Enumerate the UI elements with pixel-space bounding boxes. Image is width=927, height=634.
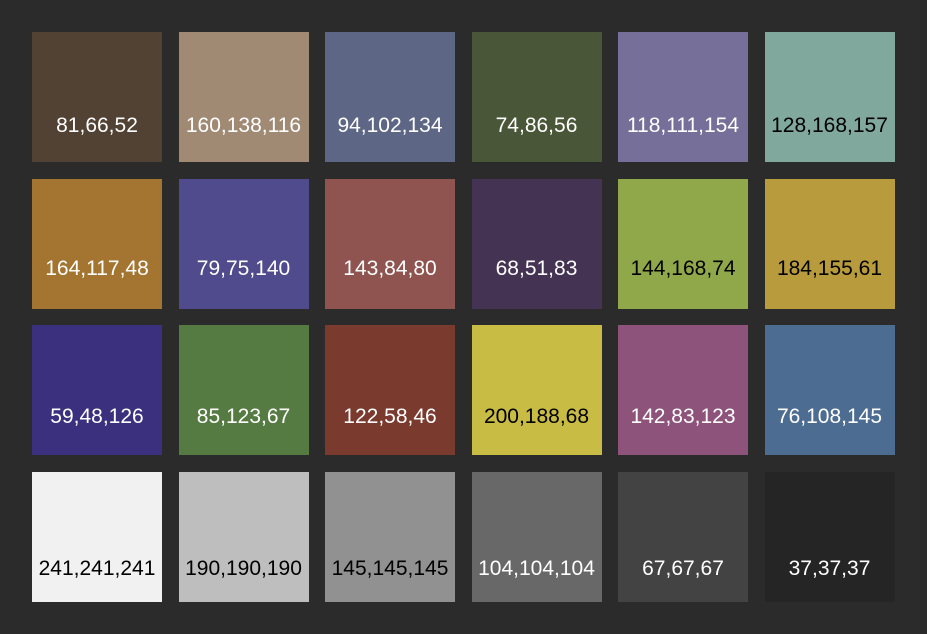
color-swatch: 144,168,74	[618, 178, 748, 309]
swatch-rgb-label: 74,86,56	[495, 114, 578, 137]
swatch-rgb-label: 145,145,145	[331, 556, 449, 580]
color-swatch: 85,123,67	[178, 325, 309, 455]
color-swatch: 76,108,145	[764, 325, 895, 455]
color-swatch: 160,138,116	[178, 32, 309, 162]
swatch-rgb-label: 85,123,67	[196, 405, 291, 428]
color-swatch: 200,188,68	[471, 325, 602, 455]
color-swatch: 68,51,83	[471, 178, 602, 309]
swatch-rgb-label: 142,83,123	[630, 405, 736, 428]
color-checker-grid: 81,66,52 160,138,116 94,102,134 74,86,56 118…	[32, 32, 895, 602]
swatch-rgb-label: 79,75,140	[196, 256, 291, 280]
color-swatch: 190,190,190	[178, 471, 309, 602]
swatch-rgb-label: 184,155,61	[776, 256, 883, 280]
color-swatch: 128,168,157	[764, 32, 895, 162]
color-swatch: 145,145,145	[325, 471, 455, 602]
swatch-rgb-label: 68,51,83	[495, 256, 578, 280]
color-swatch: 142,83,123	[618, 325, 748, 455]
color-swatch: 143,84,80	[325, 178, 455, 309]
swatch-rgb-label: 128,168,157	[771, 114, 888, 137]
swatch-rgb-label: 122,58,46	[343, 405, 437, 428]
swatch-rgb-label: 118,111,154	[626, 114, 740, 137]
color-swatch: 79,75,140	[178, 178, 309, 309]
swatch-rgb-label: 37,37,37	[788, 556, 871, 580]
swatch-rgb-label: 200,188,68	[483, 405, 590, 428]
swatch-rgb-label: 164,117,48	[45, 256, 149, 280]
swatch-rgb-label: 76,108,145	[776, 405, 883, 428]
color-swatch: 94,102,134	[325, 32, 455, 162]
swatch-rgb-label: 143,84,80	[343, 256, 437, 280]
swatch-rgb-label: 59,48,126	[50, 405, 144, 428]
swatch-rgb-label: 160,138,116	[185, 114, 302, 137]
color-swatch: 164,117,48	[32, 178, 162, 309]
color-swatch: 59,48,126	[32, 325, 162, 455]
color-swatch: 118,111,154	[618, 32, 748, 162]
color-swatch: 81,66,52	[32, 32, 162, 162]
swatch-rgb-label: 67,67,67	[642, 556, 724, 580]
color-swatch: 184,155,61	[764, 178, 895, 309]
color-swatch: 74,86,56	[471, 32, 602, 162]
swatch-rgb-label: 241,241,241	[38, 556, 156, 580]
color-swatch: 122,58,46	[325, 325, 455, 455]
swatch-rgb-label: 104,104,104	[478, 556, 595, 580]
color-swatch: 241,241,241	[32, 471, 162, 602]
color-swatch: 67,67,67	[618, 471, 748, 602]
swatch-rgb-label: 144,168,74	[630, 256, 736, 280]
swatch-rgb-label: 81,66,52	[56, 114, 138, 137]
swatch-rgb-label: 190,190,190	[185, 556, 302, 580]
color-swatch: 37,37,37	[764, 471, 895, 602]
swatch-rgb-label: 94,102,134	[337, 114, 443, 137]
color-swatch: 104,104,104	[471, 471, 602, 602]
